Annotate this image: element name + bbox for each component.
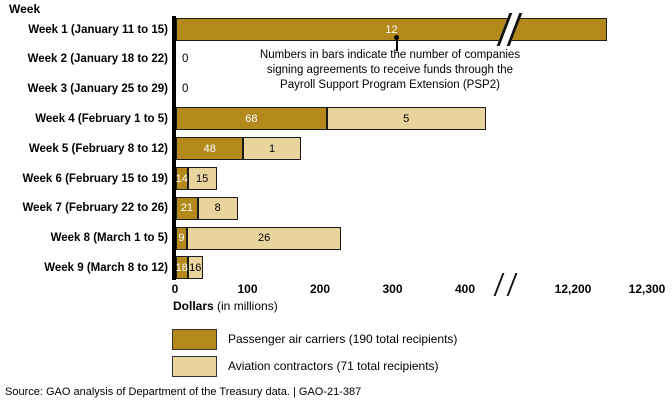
- carrier-bar-week-1: 12: [176, 18, 607, 41]
- row-label-week-6: Week 6 (February 15 to 19): [22, 172, 168, 185]
- row-label-week-7: Week 7 (February 22 to 26): [22, 202, 168, 215]
- annotation-line-3: Payroll Support Program Extension (PSP2): [280, 79, 500, 91]
- x-axis-label-bold: Dollars: [173, 299, 214, 313]
- carrier-bar-week-8: 9: [176, 226, 187, 250]
- row-label-week-4: Week 4 (February 1 to 5): [35, 112, 168, 125]
- callout-leader-line: [396, 39, 398, 51]
- contractor-bar-week-5: 1: [243, 137, 301, 161]
- x-axis-label-units: (in millions): [213, 299, 278, 313]
- annotation: Numbers in bars indicate the number of c…: [210, 48, 570, 93]
- source-line: Source: GAO analysis of Department of th…: [5, 386, 362, 398]
- zero-value-week-3: 0: [182, 83, 189, 96]
- annotation-line-1: Numbers in bars indicate the number of c…: [259, 49, 521, 61]
- contractor-bar-week-9: 16: [187, 256, 203, 280]
- zero-baseline: [172, 16, 176, 280]
- legend-entry-carriers: Passenger air carriers (190 total recipi…: [172, 328, 457, 350]
- contractor-bar-week-8: 26: [186, 226, 342, 250]
- x-tick-0: 0: [171, 282, 179, 296]
- zero-value-week-2: 0: [182, 53, 189, 66]
- x-tick-12300: 12,300: [628, 282, 666, 296]
- row-label-week-8: Week 8 (March 1 to 5): [50, 232, 168, 245]
- annotation-line-2: signing agreements to receive funds thro…: [266, 64, 514, 76]
- contractor-bar-week-7: 8: [197, 196, 238, 220]
- x-tick-12200: 12,200: [554, 282, 592, 296]
- legend-entry-contractors: Aviation contractors (71 total recipient…: [172, 355, 457, 377]
- carrier-bar-week-4: 68: [176, 107, 327, 131]
- carrier-swatch-icon: [172, 328, 217, 350]
- row-label-week-9: Week 9 (March 8 to 12): [44, 261, 168, 274]
- legend-label-contractors: Aviation contractors (71 total recipient…: [228, 359, 439, 373]
- row-label-week-2: Week 2 (January 18 to 22): [27, 53, 168, 66]
- callout-dot: [394, 35, 399, 40]
- x-axis-label: Dollars (in millions): [173, 299, 278, 313]
- contractor-swatch-icon: [172, 355, 217, 377]
- x-tick-100: 100: [237, 282, 258, 296]
- carrier-bar-week-7: 21: [176, 196, 198, 220]
- x-tick-400: 400: [454, 282, 476, 296]
- row-label-week-3: Week 3 (January 25 to 29): [27, 83, 168, 96]
- x-tick-200: 200: [309, 282, 331, 296]
- carrier-bar-week-5: 48: [176, 137, 244, 161]
- contractor-bar-week-4: 5: [326, 107, 486, 131]
- row-label-week-1: Week 1 (January 11 to 15): [28, 23, 168, 36]
- contractor-bar-week-6: 15: [187, 167, 217, 190]
- legend-label-carriers: Passenger air carriers (190 total recipi…: [228, 332, 458, 346]
- legend: Passenger air carriers (190 total recipi…: [172, 328, 457, 382]
- carrier-bar-week-9: 18: [176, 256, 188, 280]
- x-tick-300: 300: [382, 282, 403, 296]
- row-label-week-5: Week 5 (February 8 to 12): [28, 142, 168, 155]
- y-axis-header: Week: [9, 2, 41, 16]
- axis-break-icon: [493, 273, 518, 296]
- carrier-bar-week-6: 14: [176, 167, 188, 190]
